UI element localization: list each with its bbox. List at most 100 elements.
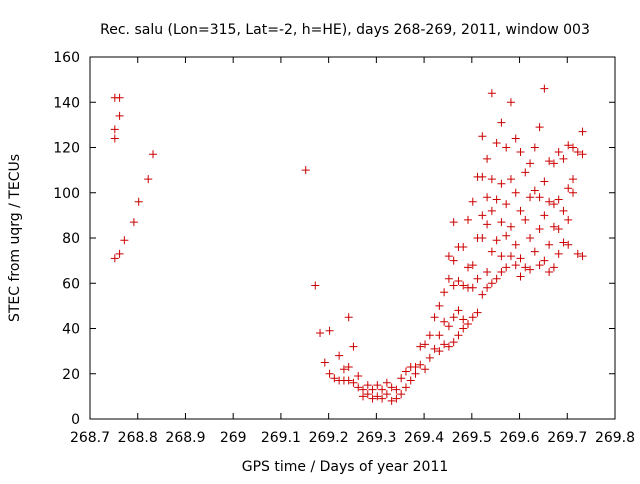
data-point	[569, 175, 577, 184]
data-point	[478, 211, 487, 220]
data-point	[540, 177, 549, 186]
data-point	[545, 240, 554, 249]
data-point	[382, 378, 391, 387]
x-tick-label: 269	[220, 430, 247, 446]
data-point	[134, 197, 143, 206]
data-point	[511, 188, 520, 197]
data-point	[401, 367, 410, 376]
data-point	[530, 143, 539, 152]
data-point	[530, 247, 539, 256]
data-point	[401, 383, 410, 392]
data-point	[387, 383, 396, 392]
data-point	[359, 392, 367, 401]
data-point	[449, 218, 458, 227]
data-point	[478, 132, 487, 141]
data-point	[559, 154, 568, 163]
data-point	[459, 324, 468, 333]
data-point	[526, 193, 535, 202]
data-point	[521, 168, 530, 177]
data-point	[502, 143, 511, 152]
data-point	[316, 329, 325, 338]
data-point	[554, 148, 563, 157]
data-point	[425, 331, 434, 340]
data-point	[559, 238, 568, 247]
y-tick-label: 120	[53, 141, 80, 157]
data-point	[378, 385, 387, 394]
data-point	[311, 281, 320, 290]
data-point	[354, 372, 363, 381]
data-point	[521, 215, 530, 224]
data-point	[363, 390, 372, 399]
axes	[89, 56, 616, 420]
x-tick-label: 269.1	[261, 430, 301, 446]
data-point	[392, 394, 401, 403]
x-tick-label: 268.9	[165, 430, 205, 446]
data-point	[540, 211, 549, 220]
data-point	[569, 143, 577, 152]
data-point	[444, 322, 453, 331]
x-tick-label: 269.5	[452, 430, 492, 446]
data-point	[492, 138, 501, 147]
data-point	[487, 206, 496, 215]
data-point	[344, 376, 353, 385]
data-point	[526, 265, 535, 274]
plot-frame	[89, 56, 616, 420]
data-point	[535, 123, 544, 132]
data-point	[425, 353, 434, 362]
data-point	[449, 256, 458, 265]
x-tick-label: 269.7	[547, 430, 587, 446]
data-point	[502, 231, 511, 240]
data-point	[468, 261, 477, 270]
data-point	[564, 240, 573, 249]
tick-marks: 268.7 268.8 268.9 269 269.1 269.2 269.3 269.4 26…	[53, 50, 635, 446]
data-point	[554, 249, 563, 258]
data-point	[492, 195, 501, 204]
data-point	[511, 240, 520, 249]
data-point	[120, 236, 129, 245]
data-point	[397, 374, 406, 383]
data-point	[535, 261, 544, 270]
data-point	[526, 159, 535, 168]
data-point	[487, 279, 496, 288]
data-point	[506, 98, 515, 107]
data-point	[339, 365, 348, 374]
y-tick-label: 20	[62, 367, 80, 383]
data-point	[497, 179, 506, 188]
data-point	[492, 274, 501, 283]
data-point	[473, 274, 482, 283]
data-point	[573, 249, 582, 258]
data-point	[444, 274, 453, 283]
data-point	[530, 186, 539, 195]
data-point	[430, 313, 439, 322]
data-point	[378, 394, 387, 403]
data-point	[483, 220, 492, 229]
data-point	[382, 390, 391, 399]
data-point	[511, 134, 520, 143]
x-tick-label: 269.2	[309, 430, 349, 446]
data-point	[459, 281, 468, 290]
data-point	[497, 252, 506, 261]
data-point	[492, 236, 501, 245]
data-point	[368, 394, 377, 403]
data-point	[468, 283, 477, 292]
data-point	[578, 252, 587, 261]
data-point	[569, 188, 577, 197]
data-point	[473, 308, 482, 317]
data-points	[110, 84, 587, 405]
data-point	[502, 200, 511, 209]
data-point	[516, 254, 525, 263]
data-point	[349, 378, 358, 387]
data-point	[325, 369, 334, 378]
data-point	[349, 342, 358, 351]
data-point	[301, 166, 310, 175]
data-point	[483, 193, 492, 202]
data-point	[578, 150, 587, 159]
data-point	[444, 252, 453, 261]
data-point	[344, 362, 353, 371]
x-tick-label: 269.8	[595, 430, 635, 446]
data-point	[511, 261, 520, 270]
data-point	[535, 193, 544, 202]
data-point	[435, 331, 444, 340]
